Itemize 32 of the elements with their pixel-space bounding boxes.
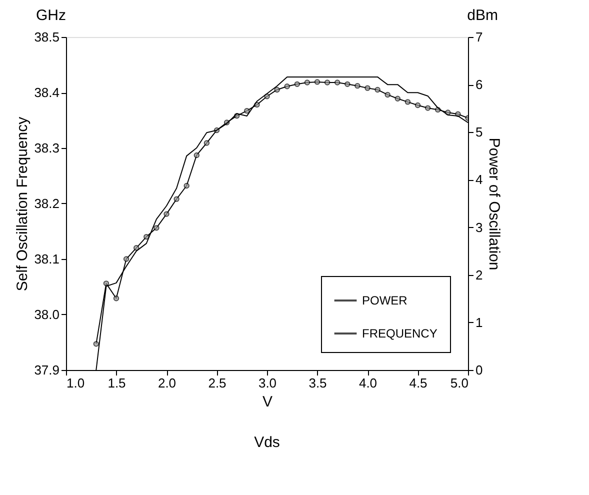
x-axis-title: V — [262, 394, 273, 410]
x-tick-label: 1.5 — [108, 376, 126, 390]
legend-label: FREQUENCY — [362, 326, 438, 340]
text: Vds — [254, 434, 280, 451]
y2-tick-label: 4 — [476, 172, 483, 188]
y-tick-label: 38.4 — [34, 85, 60, 100]
y2-tick-label: 6 — [476, 77, 483, 92]
legend-label: POWER — [362, 294, 408, 308]
y2-tick-label: 5 — [476, 124, 483, 140]
y-tick-label: 38.1 — [34, 252, 60, 266]
x-tick-label: 4.0 — [358, 376, 378, 390]
y-tick-label: 38.3 — [34, 140, 60, 156]
y2-tick-label: 2 — [476, 267, 483, 282]
x-tick-label: 3.5 — [308, 376, 327, 390]
y2-axis-title: Power of Oscillation — [486, 138, 503, 270]
x-tick-label: 3.0 — [258, 376, 277, 390]
text: GHz — [36, 7, 66, 24]
x-tick-label: 1.0 — [66, 376, 85, 390]
text: dBm — [467, 7, 498, 24]
x-tick-label: 2.5 — [208, 376, 226, 390]
y-axis-title: Self Oscillation Frequency — [14, 116, 32, 292]
x-tick-label: 2.0 — [158, 376, 176, 390]
y2-tick-label: 1 — [476, 314, 483, 330]
y2-tick-label: 7 — [476, 30, 483, 44]
y-tick-label: 38.0 — [34, 307, 60, 322]
y-tick-label: 38.5 — [34, 30, 60, 44]
y-tick-label: 38.2 — [34, 196, 60, 211]
x-tick-label: 4.5 — [409, 376, 428, 390]
x-tick-label: 5.0 — [450, 376, 468, 390]
y2-tick-label: 0 — [476, 362, 483, 378]
y-tick-label: 37.9 — [34, 362, 60, 378]
y2-tick-label: 3 — [476, 220, 483, 235]
